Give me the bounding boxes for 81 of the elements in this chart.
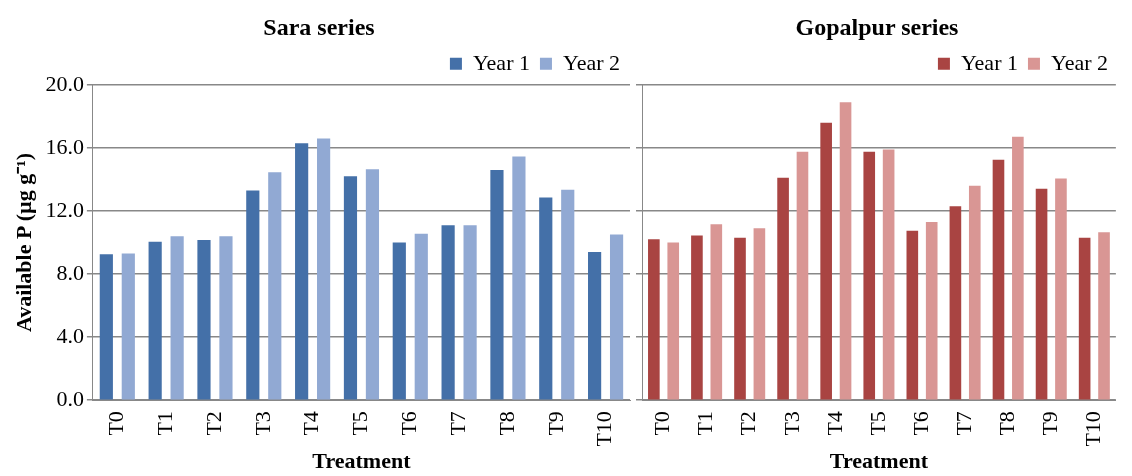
x-tick-label: T6 [396, 411, 422, 436]
bar [839, 102, 852, 400]
y-tick-label: 4.0 [56, 322, 84, 348]
x-tick-label: T3 [249, 411, 275, 436]
bar [463, 225, 477, 400]
bar [148, 241, 162, 400]
legend-label: Year 1 [960, 49, 1018, 75]
bar [295, 143, 309, 400]
x-tick-label: T8 [493, 411, 519, 436]
x-tick-label: T1 [151, 411, 177, 436]
bar [691, 235, 703, 400]
bar [710, 224, 723, 400]
x-axis-title: Treatment [312, 448, 412, 474]
bar [539, 197, 553, 400]
y-tick-label: 12.0 [45, 196, 84, 222]
x-tick-label: T2 [735, 411, 761, 436]
bar [753, 228, 766, 400]
bar [317, 138, 331, 400]
bar [1078, 237, 1091, 400]
x-tick-label: T1 [692, 411, 718, 436]
bar [796, 151, 809, 400]
bar [588, 251, 602, 400]
bar [170, 236, 184, 400]
bar [925, 221, 938, 400]
bar [343, 176, 358, 400]
bar [609, 234, 624, 400]
x-tick-label: T7 [444, 411, 470, 436]
bar [777, 177, 789, 400]
legend-label: Year 2 [1050, 49, 1109, 75]
bar [490, 169, 504, 400]
bar [365, 169, 380, 400]
x-tick-label: T9 [1037, 411, 1063, 436]
bar [392, 242, 406, 400]
x-tick-label: T7 [950, 411, 976, 436]
legend-label: Year 1 [472, 49, 530, 75]
y-tick-label: 16.0 [45, 133, 84, 159]
x-tick-label: T5 [347, 411, 373, 436]
bar [512, 156, 526, 400]
legend-label: Year 2 [562, 49, 621, 75]
y-tick-label: 0.0 [56, 385, 84, 411]
chart-title: Sara series [263, 13, 375, 40]
x-tick-label: T10 [591, 411, 617, 447]
x-tick-label: T8 [993, 411, 1019, 436]
x-tick-label: T0 [649, 411, 675, 436]
x-tick-label: T5 [864, 411, 890, 436]
bar [992, 159, 1005, 400]
bar [882, 149, 895, 400]
y-tick-label: 8.0 [56, 259, 84, 285]
bar [1012, 136, 1024, 400]
bar [268, 172, 282, 400]
y-tick-label: 20.0 [45, 70, 84, 96]
bar [820, 122, 832, 400]
x-tick-label: T3 [778, 411, 804, 436]
bar [246, 190, 260, 400]
bar [949, 206, 962, 400]
bar [667, 242, 680, 400]
y-axis-title: Available P (µg g⁻¹) [10, 152, 36, 333]
bar [441, 225, 455, 400]
bar [414, 233, 428, 400]
bar [121, 253, 135, 400]
x-tick-label: T9 [542, 411, 568, 436]
x-tick-label: T4 [298, 411, 324, 436]
bar [734, 237, 746, 400]
bar [561, 189, 575, 400]
bar [99, 254, 113, 400]
bar [648, 239, 660, 400]
chart-title: Gopalpur series [795, 13, 959, 40]
x-tick-label: T6 [907, 411, 933, 436]
bar [863, 151, 876, 400]
bar [1035, 188, 1048, 400]
bar [906, 230, 919, 400]
bar [1055, 178, 1067, 400]
x-tick-label: T4 [821, 411, 847, 436]
bar [968, 185, 981, 400]
x-axis-title: Treatment [829, 448, 929, 474]
x-tick-label: T0 [103, 411, 129, 436]
bar [219, 236, 233, 400]
x-tick-label: T10 [1080, 411, 1106, 447]
bar [197, 240, 211, 400]
x-tick-label: T2 [200, 411, 226, 436]
bar [1098, 232, 1110, 400]
